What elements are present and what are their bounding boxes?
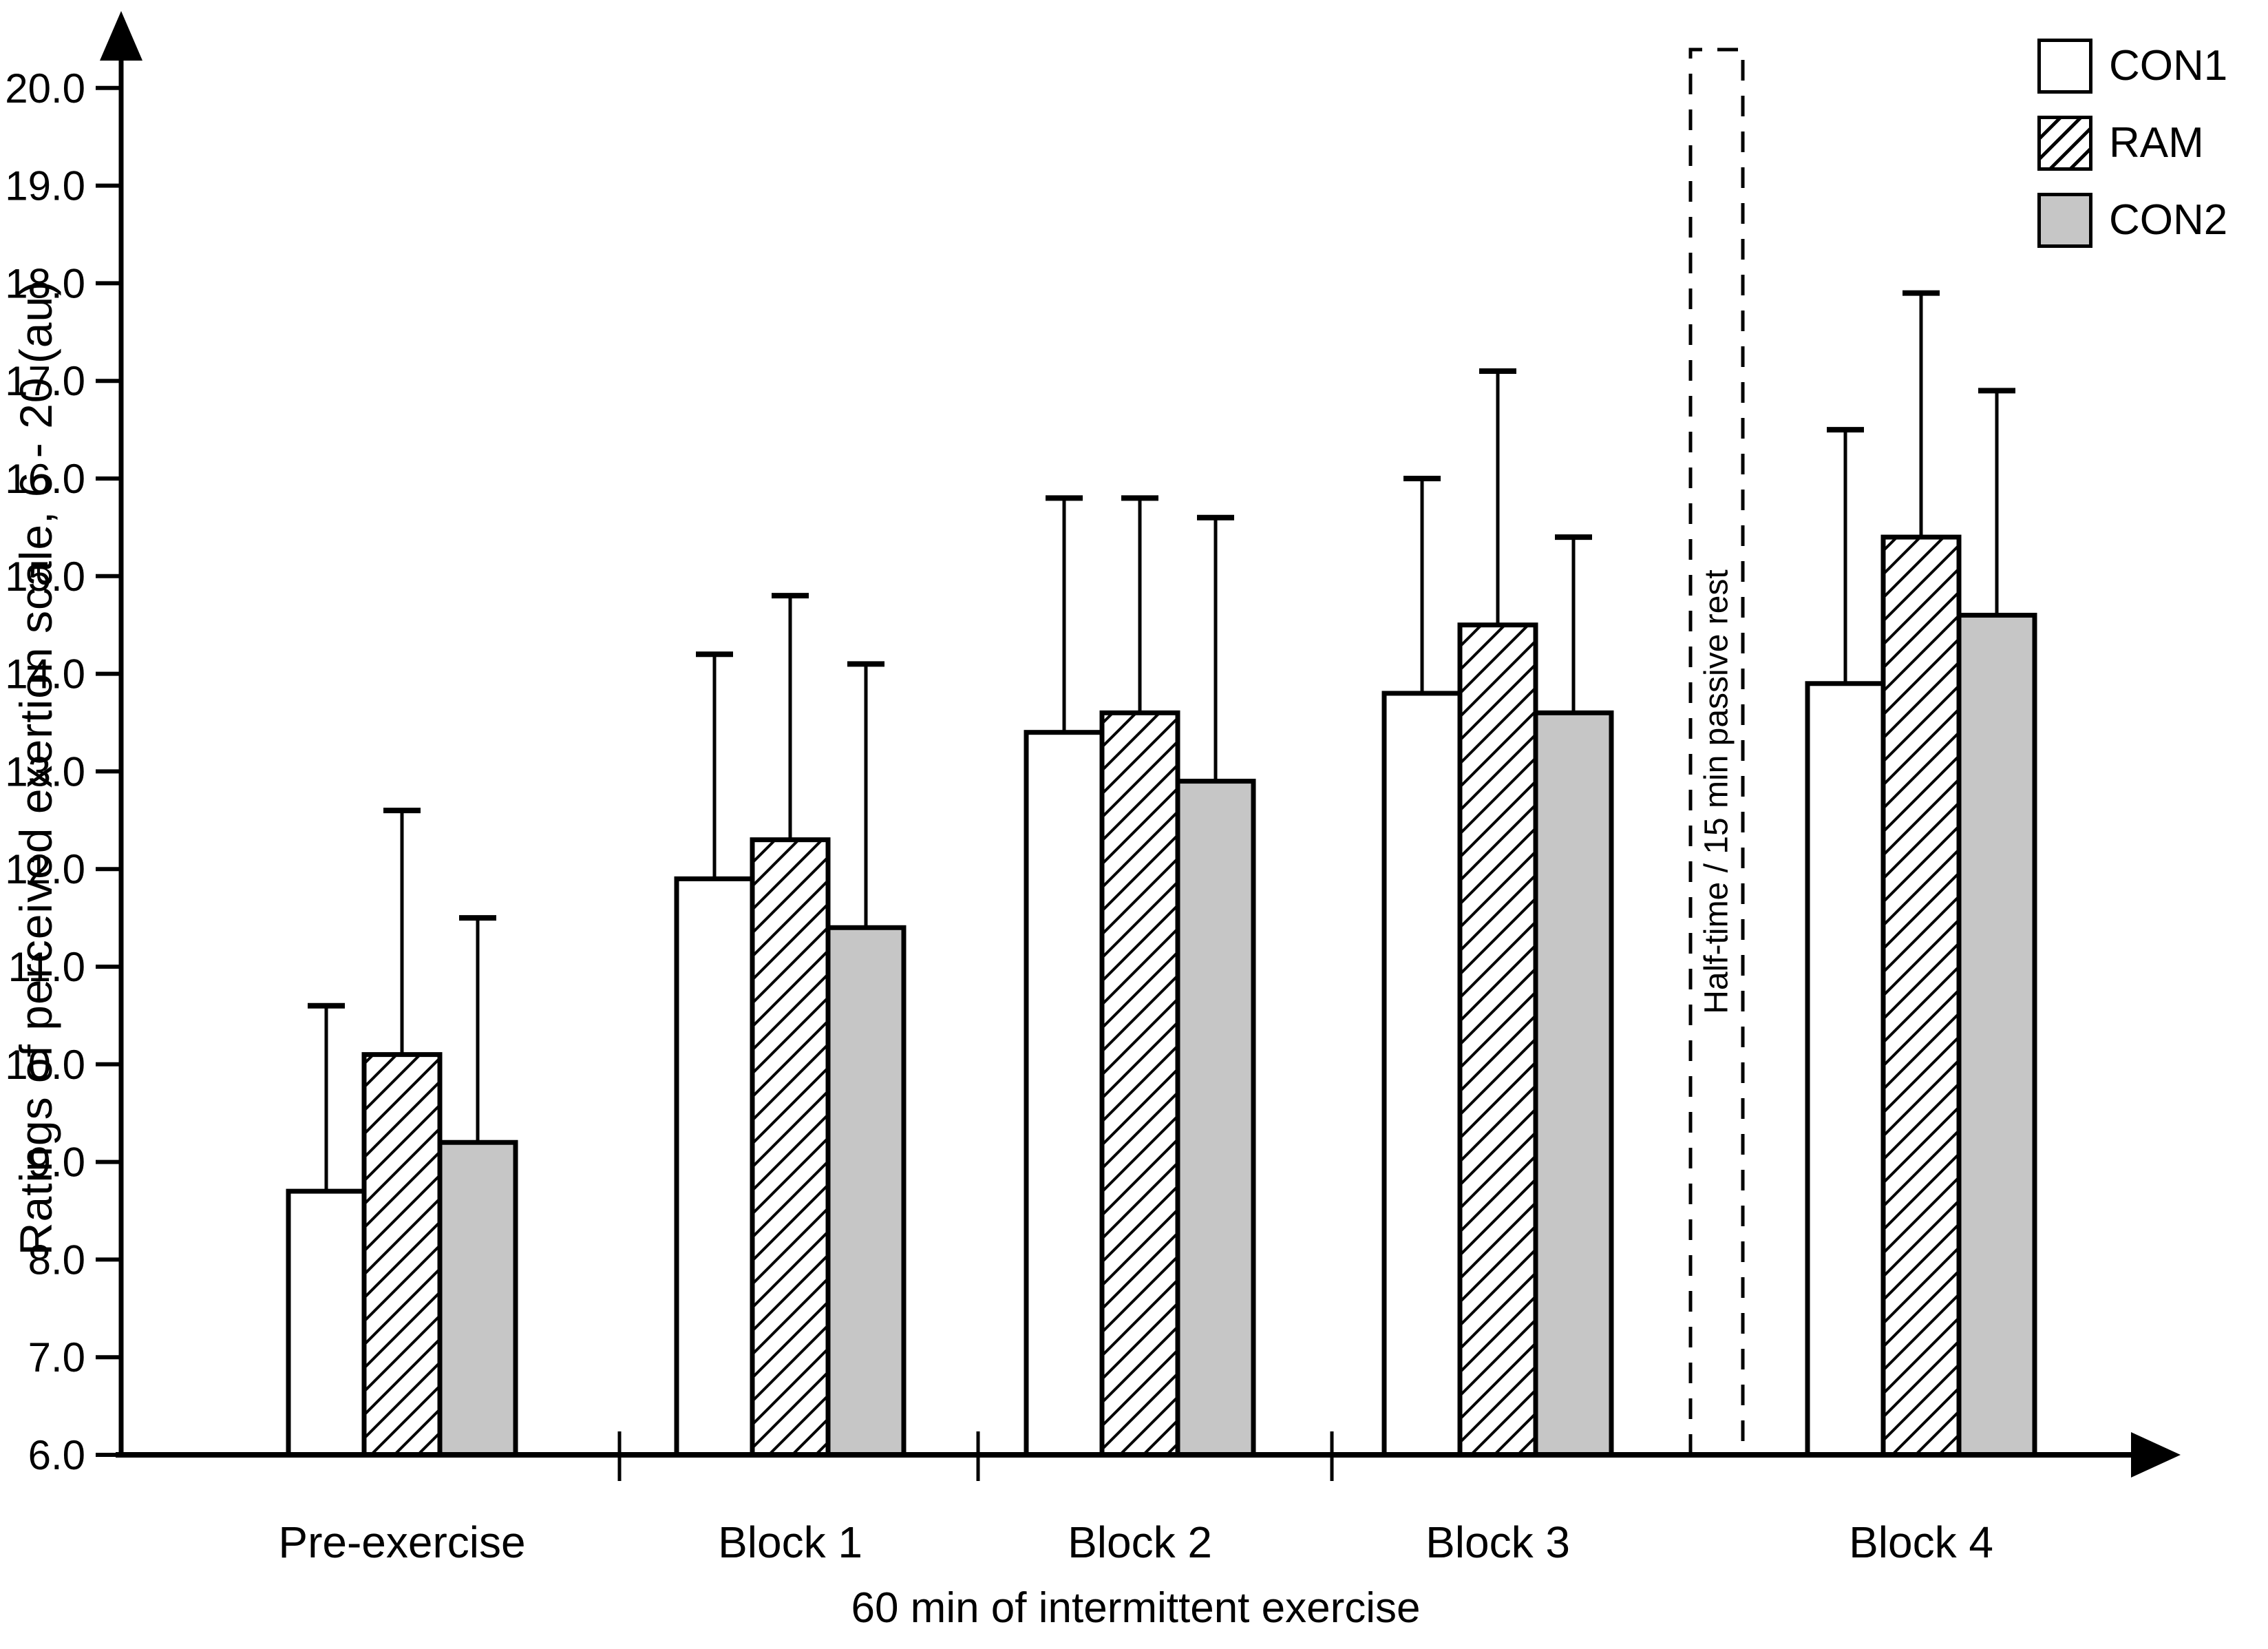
bar-CON2-Block 2 [1175,779,1256,1458]
legend-swatch-ram-icon [2037,116,2092,171]
y-tick-label-13: 13.0 [5,748,85,795]
half-time-annotation: Half-time / 15 min passive rest [1698,569,1735,1014]
x-axis-arrowhead-icon [2131,1432,2181,1478]
bar-CON1-Pre-exercise [286,1188,367,1458]
y-tick-label-12: 12.0 [5,846,85,892]
bar-CON2-Block 1 [825,925,907,1458]
y-tick-label-10: 10.0 [5,1042,85,1088]
y-tick-label-8: 8.0 [28,1237,85,1283]
half-time-dashed-box [1688,48,1745,1455]
y-tick-label-15: 15.0 [5,554,85,600]
legend-label-con1: CON1 [2109,42,2228,90]
category-label-Block 1: Block 1 [718,1517,862,1567]
category-label-Pre-exercise: Pre-exercise [278,1517,525,1567]
category-label-Block 4: Block 4 [1849,1517,1993,1567]
y-tick-label-17: 17.0 [5,358,85,404]
bar-RAM-Block 1 [750,837,831,1458]
legend-swatch-con1-icon [2037,39,2092,94]
bar-RAM-Block 4 [1880,534,1962,1458]
y-axis-title: Ratings of perceived exertion scale, 6 -… [10,280,61,1256]
legend: CON1 RAM CON2 [2037,39,2227,248]
bar-CON1-Block 4 [1805,681,1886,1458]
y-tick-label-9: 9.0 [28,1139,85,1186]
legend-label-con2: CON2 [2109,196,2228,244]
category-label-Block 2: Block 2 [1068,1517,1212,1567]
legend-label-ram: RAM [2109,119,2204,167]
y-tick-label-19: 19.0 [5,163,85,209]
y-tick-label-16: 16.0 [5,456,85,502]
bar-CON2-Block 3 [1533,710,1614,1458]
plot-root: 6.0 7.0 8.0 9.0 10.0 11.0 12.0 13.0 14.0 15.0 16.0… [5,11,2181,1567]
y-tick-label-18: 18.0 [5,260,85,306]
legend-item-con1: CON1 [2037,39,2227,94]
legend-swatch-con2-icon [2037,193,2092,248]
bar-CON2-Block 4 [1956,613,2037,1458]
y-tick-label-14: 14.0 [5,651,85,697]
bar-CON1-Block 1 [674,876,755,1458]
x-axis-title: 60 min of intermittent exercise [851,1584,1421,1632]
y-tick-label-7: 7.0 [28,1334,85,1380]
y-tick-label-11: 11.0 [8,944,85,990]
bar-RAM-Block 2 [1099,710,1180,1458]
bar-CON1-Block 3 [1381,691,1463,1458]
bar-RAM-Pre-exercise [361,1052,443,1458]
y-tick-label-20: 20.0 [5,65,85,112]
bar-CON1-Block 2 [1024,730,1105,1458]
bar-RAM-Block 3 [1457,622,1538,1458]
legend-item-ram: RAM [2037,116,2227,171]
y-tick-label-6: 6.0 [28,1432,85,1478]
category-label-Block 3: Block 3 [1426,1517,1570,1567]
y-axis-arrowhead-icon [100,11,142,61]
legend-item-con2: CON2 [2037,193,2227,248]
bar-CON2-Pre-exercise [437,1139,518,1458]
